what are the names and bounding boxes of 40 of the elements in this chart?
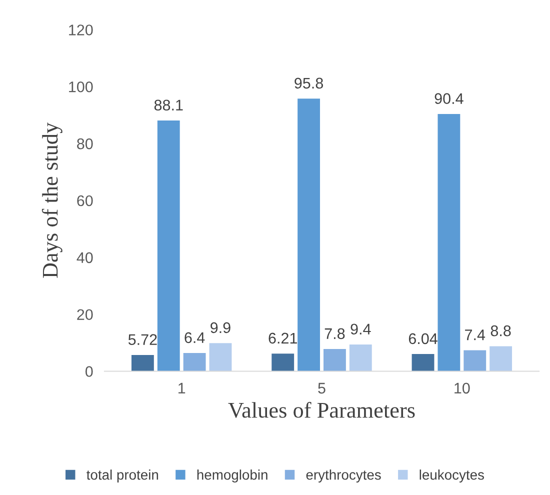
- data-label: 9.9: [210, 322, 230, 334]
- bar: [209, 343, 232, 372]
- bar: [272, 354, 294, 372]
- data-label: 8.8: [490, 325, 511, 336]
- bar: [438, 114, 460, 372]
- data-label: 7.4: [465, 330, 486, 340]
- data-label: 6.4: [184, 332, 205, 344]
- y-tick-label: 20: [77, 309, 93, 320]
- y-tick-label: 40: [76, 252, 93, 264]
- data-label: 6.21: [268, 332, 297, 344]
- y-tick-label: 100: [69, 81, 93, 92]
- bar: [412, 354, 434, 372]
- bar: [131, 354, 154, 372]
- data-label: 9.4: [350, 324, 371, 335]
- bar: [490, 346, 512, 372]
- y-tick-label: 80: [77, 138, 93, 150]
- y-tick-label: 120: [69, 24, 93, 36]
- data-label: 90.4: [434, 93, 464, 104]
- x-tick-label: 1: [178, 382, 186, 394]
- data-label: 5.72: [128, 334, 157, 346]
- y-tick-label: 60: [77, 195, 93, 206]
- legend-label: leukocytes: [420, 470, 484, 482]
- y-tick-label: 0: [85, 366, 93, 377]
- x-tick-label: 5: [318, 382, 326, 394]
- bar: [324, 349, 346, 372]
- bar: [464, 350, 486, 372]
- x-tick-label: 10: [454, 382, 470, 394]
- x-axis-title: Values of Parameters: [228, 402, 415, 418]
- bar: [183, 353, 206, 372]
- data-label: 95.8: [294, 78, 323, 89]
- bar: [298, 98, 320, 372]
- legend-label: erythrocytes: [306, 470, 381, 482]
- data-label: 7.8: [324, 328, 345, 340]
- legend-label: hemoglobin: [197, 470, 268, 482]
- y-axis-title: Days of the study: [42, 122, 62, 278]
- bar: [157, 120, 180, 372]
- legend-label: total protein: [86, 470, 158, 482]
- data-label: 6.04: [408, 333, 438, 344]
- data-label: 88.1: [154, 100, 183, 111]
- bar: [349, 344, 372, 372]
